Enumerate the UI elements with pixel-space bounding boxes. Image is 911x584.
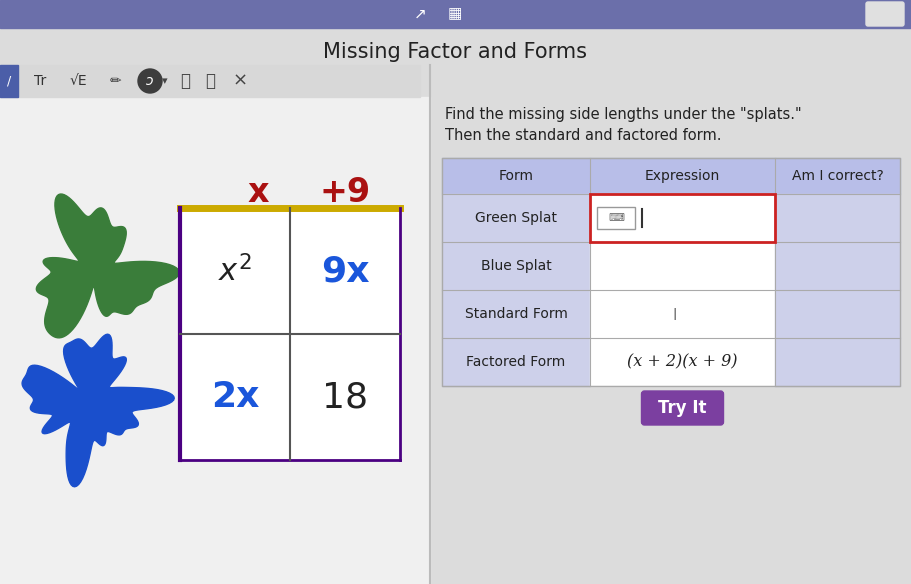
Bar xyxy=(775,194,900,242)
Text: Blue Splat: Blue Splat xyxy=(481,259,551,273)
Text: ×: × xyxy=(232,72,248,90)
Text: Find the missing side lengths under the "splats.": Find the missing side lengths under the … xyxy=(445,107,802,123)
Text: ⌢: ⌢ xyxy=(180,72,190,90)
Text: √E: √E xyxy=(69,74,87,88)
Bar xyxy=(590,290,775,338)
Text: Then the standard and factored form.: Then the standard and factored form. xyxy=(445,127,722,142)
Bar xyxy=(775,338,900,386)
Bar xyxy=(0,0,911,28)
Text: Am I correct?: Am I correct? xyxy=(792,169,884,183)
Bar xyxy=(442,194,590,242)
Text: 18: 18 xyxy=(322,380,368,414)
Text: 9x: 9x xyxy=(321,254,369,288)
Bar xyxy=(775,242,900,290)
Bar xyxy=(0,65,420,97)
Bar xyxy=(291,335,399,459)
Text: ▦: ▦ xyxy=(448,6,462,22)
Bar xyxy=(590,338,775,386)
Bar xyxy=(590,242,775,290)
Text: ⌨: ⌨ xyxy=(608,213,624,223)
Text: Factored Form: Factored Form xyxy=(466,355,566,369)
Bar xyxy=(590,194,775,242)
Text: Expression: Expression xyxy=(645,169,720,183)
Text: +9: +9 xyxy=(320,176,371,208)
Text: ▾: ▾ xyxy=(162,76,168,86)
Bar xyxy=(442,290,590,338)
Text: $x^2$: $x^2$ xyxy=(218,255,251,287)
Text: Form: Form xyxy=(498,169,534,183)
Bar xyxy=(442,158,900,386)
Bar xyxy=(442,338,590,386)
Bar xyxy=(181,335,289,459)
Text: Try It: Try It xyxy=(659,399,707,417)
Text: 2x: 2x xyxy=(210,380,260,414)
Text: ↄ: ↄ xyxy=(146,74,154,88)
Bar xyxy=(442,242,590,290)
Text: ⌢: ⌢ xyxy=(205,72,215,90)
Bar xyxy=(442,158,900,194)
Text: Tr: Tr xyxy=(34,74,46,88)
Text: ✏: ✏ xyxy=(109,74,121,88)
Bar xyxy=(597,207,635,229)
Text: ↗: ↗ xyxy=(414,6,426,22)
FancyBboxPatch shape xyxy=(866,2,904,26)
Bar xyxy=(0,97,430,584)
Polygon shape xyxy=(36,194,179,338)
Text: Standard Form: Standard Form xyxy=(465,307,568,321)
Bar xyxy=(775,290,900,338)
Text: Missing Factor and Forms: Missing Factor and Forms xyxy=(323,42,587,62)
FancyBboxPatch shape xyxy=(641,391,723,425)
Text: x: x xyxy=(247,176,269,208)
Bar xyxy=(291,209,399,333)
Polygon shape xyxy=(22,334,174,487)
Text: (x + 2)(x + 9): (x + 2)(x + 9) xyxy=(628,353,738,370)
Text: I: I xyxy=(672,308,677,324)
Bar xyxy=(590,194,775,242)
Circle shape xyxy=(138,69,162,93)
Text: Green Splat: Green Splat xyxy=(475,211,557,225)
Bar xyxy=(597,207,635,229)
Bar xyxy=(0,65,18,97)
Text: /: / xyxy=(7,75,11,88)
Bar xyxy=(181,209,289,333)
